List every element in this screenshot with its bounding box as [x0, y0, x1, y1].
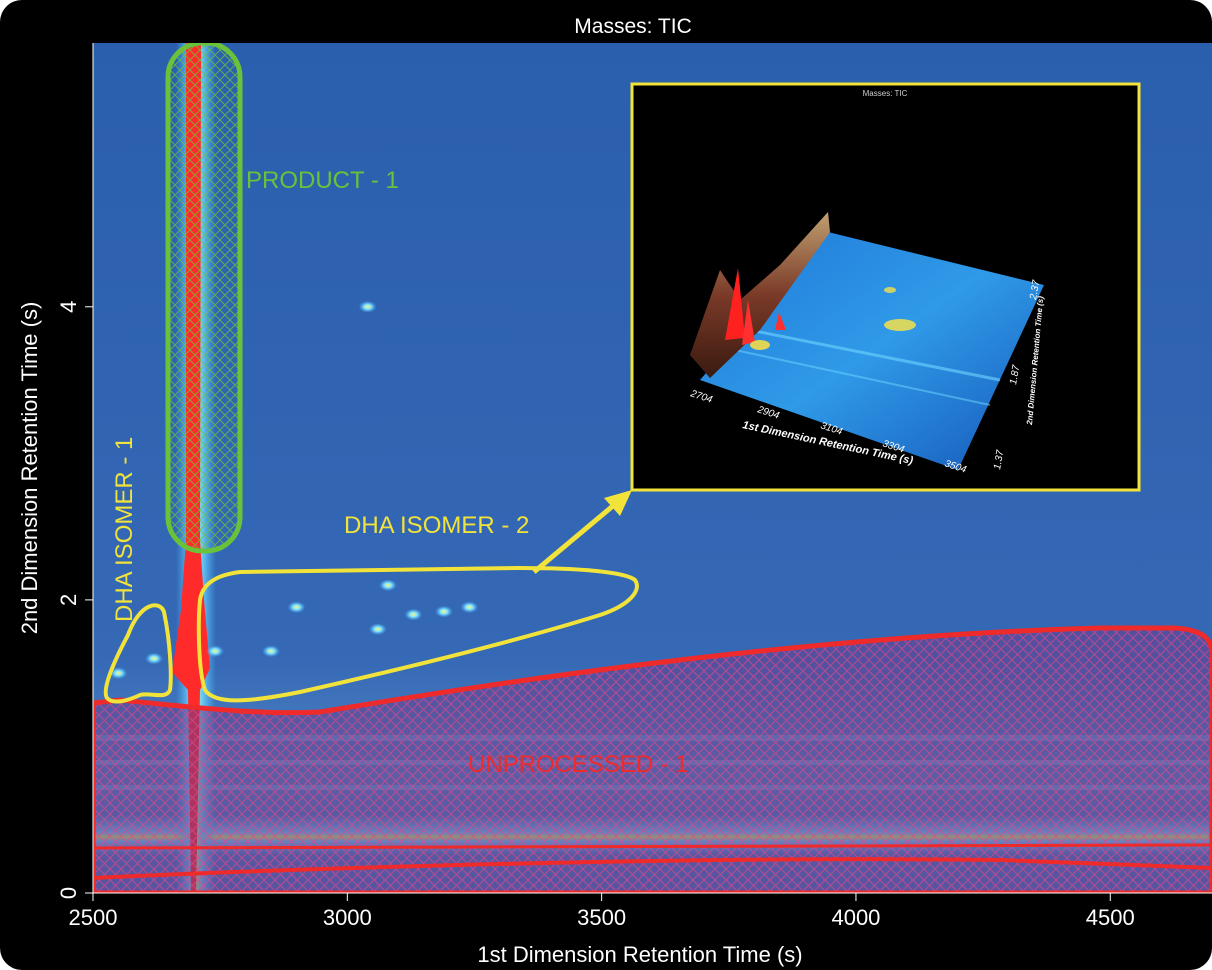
- chart-title: Masses: TIC: [574, 15, 691, 38]
- peak-spot: [379, 579, 398, 592]
- inset-title: Masses: TIC: [863, 89, 908, 98]
- region-unprocessed-lower-boundary: [93, 857, 1212, 880]
- peak-spot: [368, 623, 387, 636]
- x-tick-label: 2500: [69, 905, 118, 930]
- y-axis-ticks: 0 2 4: [56, 301, 93, 899]
- y-tick-label: 2: [56, 594, 81, 606]
- label-unprocessed: UNPROCESSED - 1: [468, 751, 688, 778]
- inset-y-ticks: 1.37 1.87 2.37: [992, 279, 1042, 471]
- x-tick-label: 3500: [577, 905, 626, 930]
- region-product: [165, 43, 243, 554]
- x-axis-ticks: 2500 3000 3500 4000 4500: [69, 893, 1135, 930]
- x-tick-label: 4500: [1086, 905, 1135, 930]
- peak-spot: [434, 605, 453, 618]
- inset-wall: [690, 212, 830, 378]
- peak-spot: [109, 667, 128, 680]
- region-dha-isomer-1: [103, 603, 173, 704]
- label-dha-isomer-1: DHA ISOMER - 1: [111, 437, 138, 622]
- x-tick-label: 3000: [323, 905, 372, 930]
- inset-y-tick-label: 2.37: [1028, 279, 1042, 301]
- peak-spot: [287, 601, 306, 614]
- x-axis-title: 1st Dimension Retention Time (s): [477, 942, 802, 967]
- peak-spot: [404, 608, 423, 621]
- label-product: PRODUCT - 1: [246, 167, 399, 194]
- y-axis-title: 2nd Dimension Retention Time (s): [17, 302, 42, 635]
- inset-y-tick-label: 1.37: [992, 449, 1006, 471]
- peak-spot: [145, 652, 164, 665]
- baseline-red-line: [93, 843, 1212, 850]
- region-unprocessed: [93, 625, 1212, 893]
- label-dha-isomer-2: DHA ISOMER - 2: [344, 512, 529, 539]
- x-tick-label: 4000: [831, 905, 880, 930]
- y-tick-label: 0: [56, 887, 81, 899]
- peaks: [109, 300, 479, 680]
- peak-spot: [460, 601, 479, 614]
- peak-spot: [262, 645, 281, 658]
- zoom-arrow: [532, 490, 632, 574]
- peak-spot: [206, 645, 225, 658]
- peak-spot: [358, 300, 377, 313]
- inset-y-tick-label: 1.87: [1008, 364, 1022, 386]
- y-tick-label: 4: [56, 301, 81, 313]
